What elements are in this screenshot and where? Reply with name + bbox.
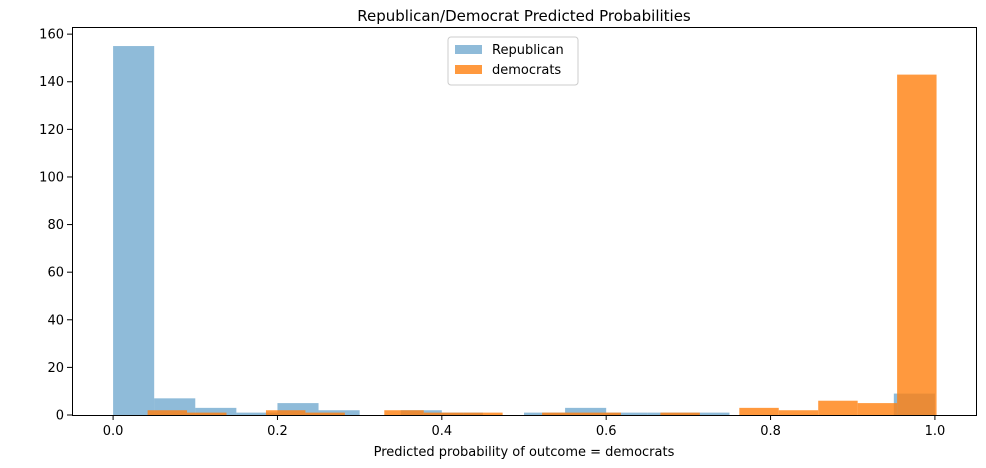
bar-democrats: [384, 410, 424, 415]
x-tick-label: 0.6: [596, 424, 617, 439]
y-tick-label: 80: [47, 218, 64, 233]
y-tick-label: 160: [39, 28, 64, 43]
y-tick-label: 120: [39, 123, 64, 138]
bar-republican: [606, 412, 648, 415]
x-tick-label: 0.4: [431, 424, 452, 439]
bar-republican: [688, 412, 730, 415]
bar-democrats: [857, 403, 898, 415]
x-tick-label: 0.2: [267, 424, 288, 439]
y-tick-label: 40: [47, 313, 64, 328]
bar-democrats: [542, 412, 582, 415]
bar-democrats: [581, 412, 621, 415]
y-tick-label: 140: [39, 75, 64, 90]
chart-title: Republican/Democrat Predicted Probabilit…: [357, 7, 691, 25]
histogram-bars: [113, 46, 937, 416]
y-tick-label: 0: [56, 409, 64, 424]
legend-label-democrats: democrats: [492, 63, 561, 78]
x-tick-label: 0.8: [760, 424, 781, 439]
bar-democrats: [660, 412, 700, 415]
bar-democrats: [818, 400, 858, 415]
bar-democrats: [778, 410, 819, 415]
plot-frame: [72, 27, 977, 416]
x-axis-label: Predicted probability of outcome = democ…: [374, 445, 675, 460]
bar-republican: [565, 407, 607, 415]
y-tick-label: 60: [47, 266, 64, 281]
y-axis: 0 20 40 60 80 100 120 140 160: [39, 28, 72, 424]
y-tick-label: 100: [39, 170, 64, 185]
bar-democrats: [897, 74, 937, 415]
bar-democrats: [265, 410, 306, 415]
bar-republican: [277, 403, 319, 415]
legend-label-republican: Republican: [492, 43, 564, 58]
bar-democrats: [423, 412, 464, 415]
legend: Republican democrats: [447, 36, 579, 86]
series-democrats-bars: [147, 74, 937, 415]
x-axis: 0.0 0.2 0.4 0.6 0.8 1.0: [103, 415, 946, 439]
bar-democrats: [305, 412, 345, 415]
bar-democrats: [463, 412, 503, 415]
bar-democrats: [187, 412, 227, 415]
bar-republican: [195, 407, 237, 415]
y-tick-label: 20: [47, 361, 64, 376]
legend-swatch-democrats: [455, 65, 482, 74]
bar-republican: [236, 412, 278, 415]
x-tick-label: 0.0: [103, 424, 124, 439]
bar-democrats: [147, 410, 188, 415]
legend-swatch-republican: [455, 45, 482, 54]
x-tick-label: 1.0: [925, 424, 946, 439]
series-republican-bars: [113, 46, 935, 416]
bar-democrats: [739, 407, 779, 415]
bar-republican: [113, 46, 155, 416]
